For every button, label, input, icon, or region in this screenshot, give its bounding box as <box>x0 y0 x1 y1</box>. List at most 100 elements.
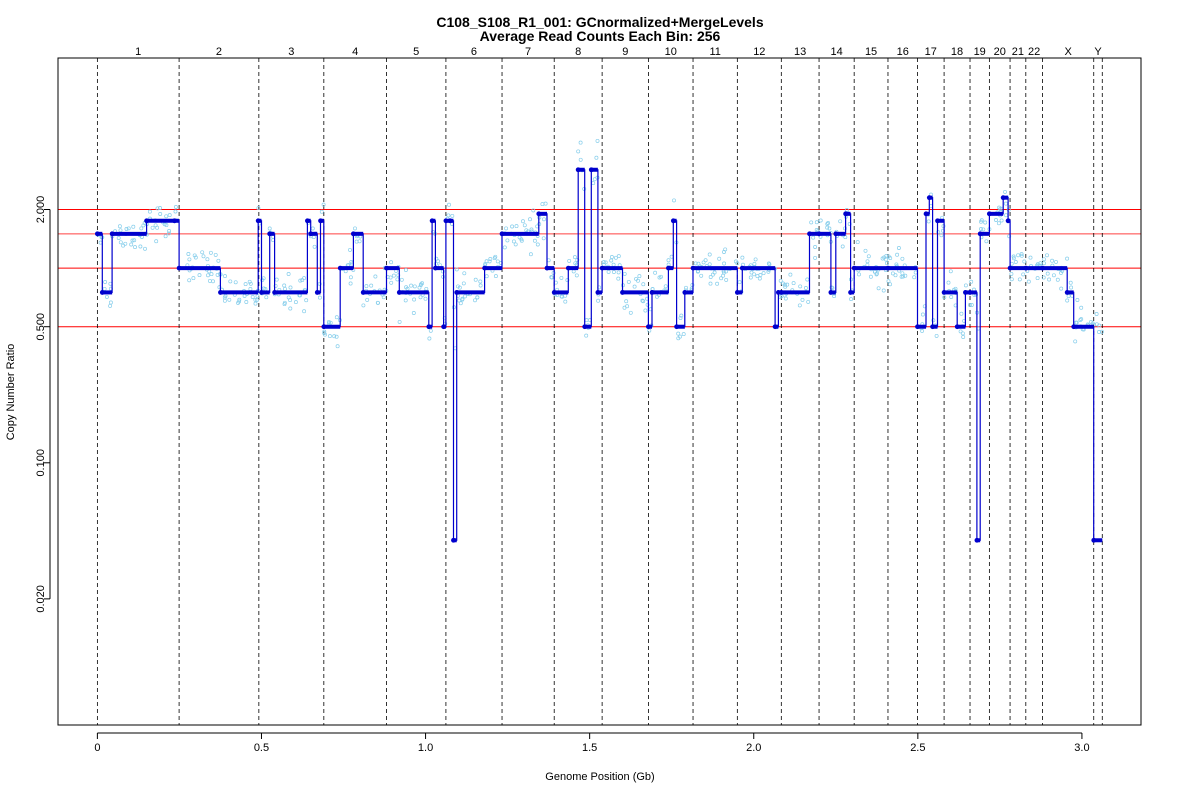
data-point <box>1016 253 1021 258</box>
data-point <box>373 274 378 279</box>
data-point <box>840 244 845 249</box>
data-point <box>838 219 843 224</box>
data-point <box>1099 329 1104 334</box>
data-point <box>504 226 509 231</box>
data-point <box>983 220 988 225</box>
data-point <box>510 224 515 229</box>
chromosome-label: 14 <box>830 46 842 58</box>
segment-point <box>690 265 696 271</box>
segment-point <box>308 231 314 237</box>
data-point <box>450 213 455 218</box>
data-point <box>752 272 756 277</box>
data-point <box>1069 285 1074 290</box>
data-point <box>286 295 291 300</box>
data-point <box>636 278 640 283</box>
data-point <box>286 272 291 276</box>
segment-point <box>1071 324 1077 330</box>
data-point <box>209 272 214 277</box>
data-point <box>797 303 802 308</box>
data-point <box>888 256 893 261</box>
data-point <box>934 333 939 338</box>
segment-point <box>977 231 983 237</box>
data-point <box>117 224 122 229</box>
segment-point <box>986 211 992 217</box>
data-point <box>1003 189 1007 194</box>
data-point <box>818 218 823 223</box>
data-point <box>423 296 428 301</box>
data-point <box>237 297 242 302</box>
segment-point <box>1000 195 1006 201</box>
plot-frame <box>57 57 1142 726</box>
data-point <box>288 306 293 311</box>
segment-point <box>915 324 920 330</box>
chromosome-dividers: 1 2 3 4 5 6 7 8 9 10 11 12 13 14 15 16 17 18 19 20 21 22 X Y <box>96 46 1103 725</box>
data-point <box>133 245 137 250</box>
chromosome-label: 4 <box>352 46 358 58</box>
data-point <box>321 202 326 207</box>
data-point <box>1045 253 1049 258</box>
data-point <box>456 284 460 289</box>
chromosome-label: 10 <box>665 46 677 58</box>
segment-point <box>305 218 310 224</box>
data-point <box>248 287 253 291</box>
segment-point <box>941 290 947 295</box>
data-point <box>659 274 663 279</box>
data-point <box>1004 213 1009 218</box>
data-point <box>389 280 394 285</box>
segment-point <box>682 290 688 295</box>
data-point <box>622 271 627 276</box>
data-point <box>967 302 972 307</box>
segment-point <box>267 231 273 237</box>
data-point <box>959 311 964 316</box>
data-point <box>208 250 213 255</box>
data-point <box>1068 280 1073 285</box>
x-tick-label: 0 <box>94 742 100 754</box>
data-point <box>632 284 637 289</box>
chromosome-label: Y <box>1094 46 1102 58</box>
data-point <box>129 242 134 247</box>
data-point <box>979 218 984 223</box>
data-point <box>999 218 1004 223</box>
data-point <box>969 303 974 307</box>
chromosome-label: 7 <box>525 46 531 58</box>
data-point <box>488 257 493 261</box>
segment-point <box>816 231 822 237</box>
data-point <box>737 280 742 285</box>
segment-point <box>828 290 834 295</box>
data-point <box>364 284 369 289</box>
chromosome-label: X <box>1064 46 1072 58</box>
data-point <box>1050 258 1055 263</box>
segment-point <box>443 218 449 224</box>
chromosome-label: 18 <box>951 46 963 58</box>
data-point <box>244 300 249 304</box>
data-point <box>655 294 659 299</box>
x-tick-label: 1.5 <box>582 742 597 754</box>
data-point <box>578 140 583 145</box>
data-point <box>960 331 965 336</box>
data-point <box>247 279 252 284</box>
data-point <box>616 276 621 281</box>
data-point <box>1066 294 1071 299</box>
segment-point <box>649 290 655 295</box>
segment-point <box>94 231 100 237</box>
data-point <box>403 298 408 303</box>
data-point <box>399 277 404 282</box>
data-point <box>707 252 712 257</box>
data-point <box>206 273 210 278</box>
data-point <box>613 255 618 260</box>
data-point <box>228 279 233 284</box>
chromosome-label: 19 <box>974 46 986 58</box>
data-point <box>624 299 629 304</box>
data-point <box>757 276 762 281</box>
segment-point <box>1064 290 1070 295</box>
data-point <box>798 284 803 289</box>
data-point <box>567 258 572 263</box>
chromosome-label: 16 <box>897 46 909 58</box>
data-point <box>412 284 417 289</box>
segment-point <box>255 218 261 224</box>
data-point <box>282 283 287 288</box>
data-point <box>696 261 701 266</box>
y-tick-label: 0.100 <box>35 449 47 477</box>
data-point <box>154 239 159 244</box>
data-point <box>969 279 974 284</box>
